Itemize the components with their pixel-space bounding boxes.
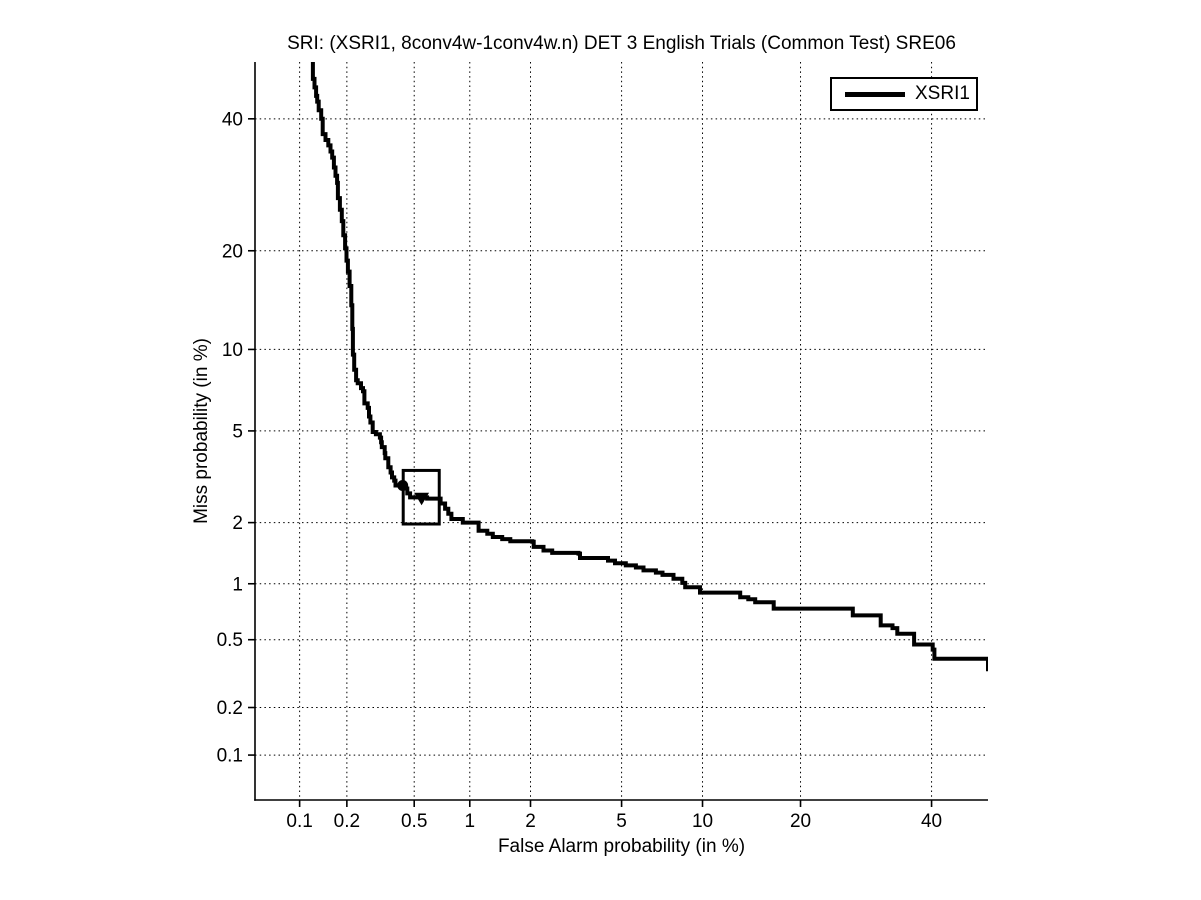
y-axis-label: Miss probability (in %)	[191, 338, 212, 524]
x-tick-label: 10	[692, 811, 713, 832]
det-curve	[310, 62, 988, 672]
y-tick-label: 0.2	[217, 698, 243, 719]
operating-point-markers	[397, 479, 430, 506]
x-tick-label: 0.1	[286, 811, 312, 832]
actual-point-circle-marker	[397, 479, 409, 491]
x-tick-label: 40	[921, 811, 942, 832]
gridlines	[255, 62, 988, 800]
x-tick-label: 0.5	[401, 811, 427, 832]
x-tick-label: 20	[790, 811, 811, 832]
y-tick-label: 2	[232, 513, 243, 534]
y-tick-label: 20	[222, 241, 243, 262]
y-tick-label: 10	[222, 340, 243, 361]
y-tick-label: 40	[222, 109, 243, 130]
x-tick-label: 0.2	[334, 811, 360, 832]
axes	[248, 62, 988, 807]
x-tick-label: 2	[525, 811, 536, 832]
x-tick-label: 1	[464, 811, 475, 832]
min-dcf-triangle-marker	[414, 492, 430, 506]
chart-title: SRI: (XSRI1, 8conv4w-1conv4w.n) DET 3 En…	[287, 33, 956, 54]
y-tick-label: 1	[232, 574, 243, 595]
tick-labels: 0.1 0.2 0.5 1 2 5 10 20 40 0.1 0.2 0.5 1 2 5 10 20 40	[217, 109, 943, 832]
legend: XSRI1	[830, 77, 978, 111]
y-tick-label: 0.5	[217, 630, 243, 651]
legend-series-label: XSRI1	[915, 83, 970, 104]
y-tick-label: 5	[232, 421, 243, 442]
legend-line-sample	[845, 91, 905, 97]
x-tick-label: 5	[616, 811, 627, 832]
y-tick-label: 0.1	[217, 746, 243, 767]
x-axis-label: False Alarm probability (in %)	[497, 836, 746, 857]
